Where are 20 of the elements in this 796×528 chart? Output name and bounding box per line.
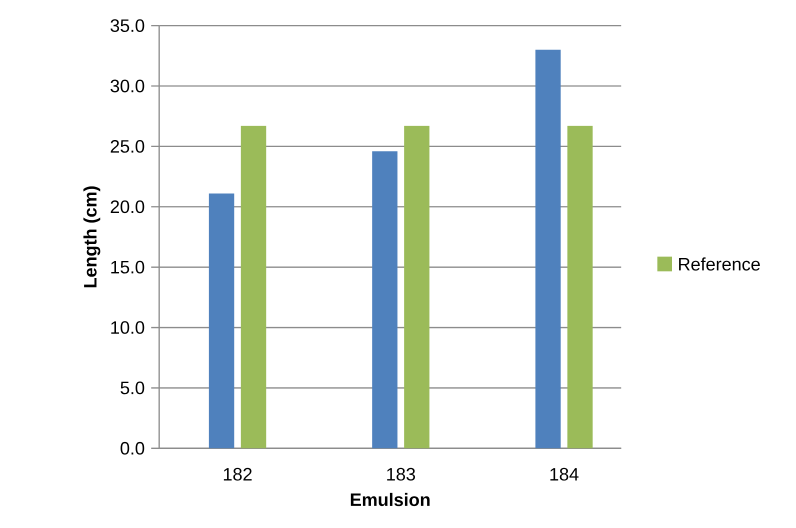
y-tick-label: 30.0: [110, 80, 144, 92]
y-tick-label: 10.0: [111, 321, 144, 334]
x-tick-label: 184: [550, 468, 579, 481]
legend-label: Reference: [679, 257, 760, 271]
y-tick-label: 15.0: [111, 260, 144, 274]
y-tick-label: 0.0: [120, 442, 144, 455]
bar: [404, 126, 430, 448]
bar: [567, 126, 593, 448]
x-axis-title: Emulsion: [350, 492, 430, 506]
y-axis-title: Length (cm): [83, 186, 100, 288]
y-tick-label: 5.0: [120, 382, 144, 394]
y-tick-label: 20.0: [110, 200, 144, 214]
bar: [372, 151, 398, 448]
y-tick-label: 25.0: [110, 140, 144, 153]
x-tick-label: 183: [387, 468, 416, 481]
bar: [535, 50, 561, 448]
bar: [240, 126, 266, 448]
bar: [208, 193, 234, 448]
y-tick-label: 35.0: [110, 19, 144, 32]
x-tick-label: 182: [224, 468, 252, 481]
